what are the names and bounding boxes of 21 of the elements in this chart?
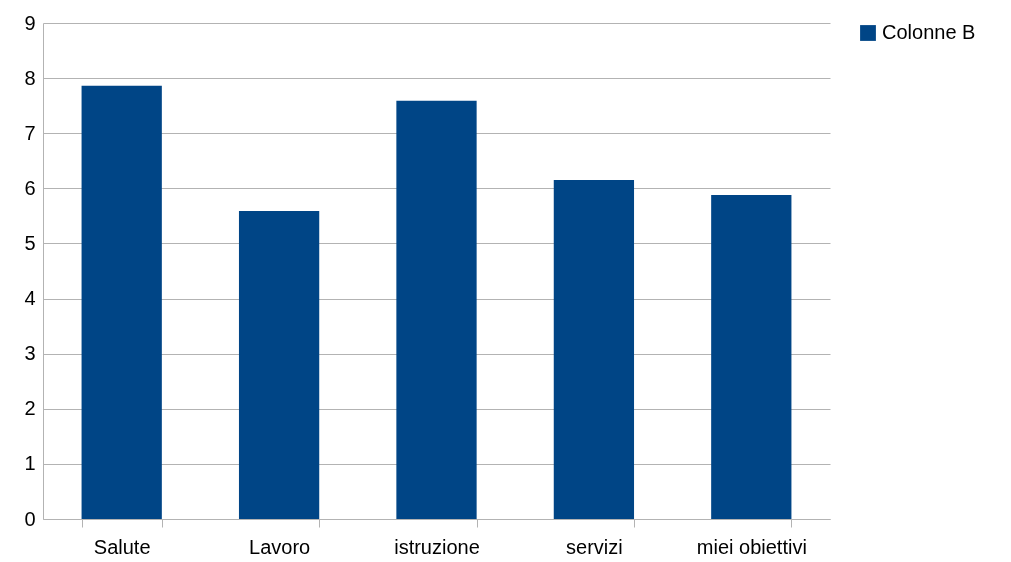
x-tick-label: Salute <box>93 535 151 558</box>
y-tick-label: 8 <box>24 66 36 89</box>
bar <box>396 100 477 519</box>
y-tick-label: 3 <box>24 342 36 365</box>
x-tick-label: Lavoro <box>249 535 311 558</box>
legend-label: Colonne B <box>882 21 976 43</box>
y-tick-label: 1 <box>24 452 36 475</box>
y-tick-label: 7 <box>24 121 36 144</box>
y-tick-label: 9 <box>24 11 36 34</box>
bar <box>81 85 162 519</box>
y-tick-label: 4 <box>24 287 36 310</box>
y-tick-label: 2 <box>24 397 36 420</box>
x-tick-label: miei obiettivi <box>696 535 807 558</box>
bar <box>238 210 320 519</box>
y-tick-label: 5 <box>24 231 36 254</box>
bar <box>553 180 635 519</box>
bar <box>711 194 792 519</box>
y-tick-label: 6 <box>24 176 36 199</box>
x-tick-label: istruzione <box>394 535 480 558</box>
x-tick-label: servizi <box>566 535 623 558</box>
y-tick-label: 0 <box>24 507 36 530</box>
